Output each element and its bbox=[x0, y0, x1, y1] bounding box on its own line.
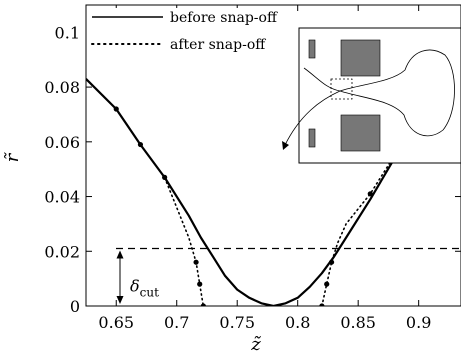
series-line-before-snap-off bbox=[86, 37, 461, 306]
electrode-block-icon bbox=[340, 114, 381, 152]
data-point-after-snap-off bbox=[328, 259, 335, 265]
y-axis-label: r̃ bbox=[2, 152, 23, 162]
y-tick-label: 0 bbox=[70, 297, 80, 316]
data-point-after-snap-off bbox=[193, 259, 199, 265]
cut-arrow-head-down bbox=[116, 296, 124, 304]
legend-entry-after-snap-off: after snap-off bbox=[170, 37, 266, 53]
data-point-after-snap-off bbox=[319, 303, 325, 306]
droplet-shape-icon bbox=[338, 49, 455, 137]
legend-box bbox=[86, 8, 296, 53]
filament-curve-icon bbox=[303, 67, 341, 92]
legend-entry-before-snap-off: before snap-off bbox=[170, 10, 278, 26]
axes-box bbox=[85, 4, 461, 307]
x-axis-label: z̃ bbox=[250, 334, 261, 355]
data-point-after-snap-off bbox=[324, 281, 330, 287]
x-tick-label: 0.9 bbox=[406, 313, 431, 332]
delta-cut-subscript: cut bbox=[140, 286, 159, 300]
inset-diagram bbox=[282, 27, 461, 164]
electrode-block-icon bbox=[308, 39, 316, 59]
data-point-after-snap-off bbox=[162, 174, 168, 180]
data-point-after-snap-off bbox=[137, 141, 144, 148]
electrode-block-icon bbox=[308, 128, 316, 148]
axis-tick-labels: 0.65 0.7 0.75 0.8 0.85 0.9 0 0.02 0.04 0.06 0.08 0.… bbox=[44, 23, 431, 332]
x-tick-label: 0.65 bbox=[98, 313, 134, 332]
arrow-head-icon bbox=[282, 141, 289, 150]
data-point-after-snap-off bbox=[367, 191, 373, 197]
data-point-after-snap-off bbox=[113, 106, 119, 112]
filament-curve-icon bbox=[284, 90, 341, 146]
x-tick-label: 0.8 bbox=[285, 313, 310, 332]
x-tick-label: 0.7 bbox=[164, 313, 189, 332]
y-tick-label: 0.1 bbox=[55, 23, 80, 42]
x-tick-label: 0.85 bbox=[340, 313, 376, 332]
delta-cut-label: δcut bbox=[130, 277, 159, 300]
cut-arrow-head-up bbox=[116, 250, 124, 259]
data-point-after-snap-off bbox=[200, 303, 206, 306]
legend: before snap-off after snap-off bbox=[86, 8, 296, 53]
y-tick-label: 0.06 bbox=[44, 133, 80, 152]
x-tick-label: 0.75 bbox=[219, 313, 255, 332]
zoom-region-box bbox=[330, 78, 353, 100]
electrode-block-icon bbox=[340, 39, 381, 77]
series-line-after-snap-off bbox=[86, 78, 205, 306]
y-tick-label: 0.04 bbox=[44, 188, 80, 207]
data-point-after-snap-off bbox=[197, 281, 203, 287]
y-tick-label: 0.02 bbox=[44, 242, 80, 261]
y-tick-label: 0.08 bbox=[44, 78, 80, 97]
